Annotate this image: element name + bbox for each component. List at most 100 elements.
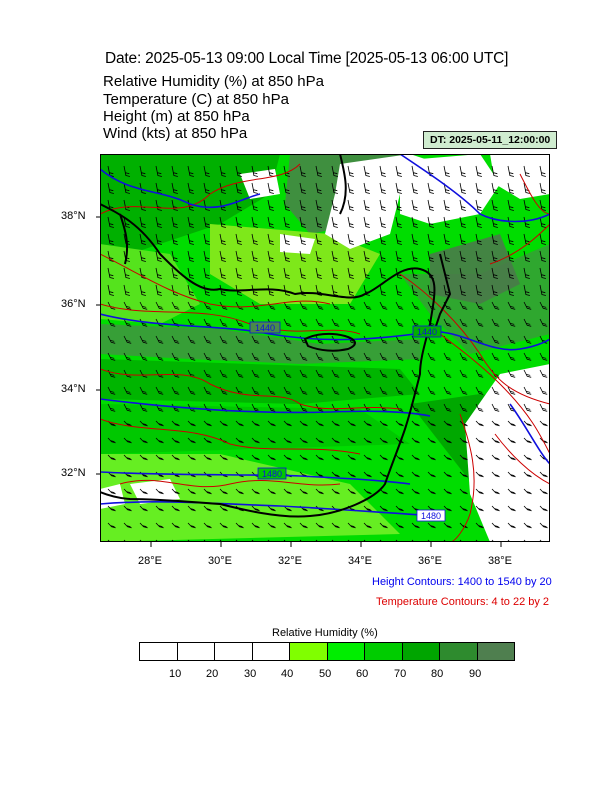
wind-barb — [283, 488, 292, 495]
wind-barb — [267, 488, 276, 495]
wind-barb — [475, 386, 484, 395]
wind-barb — [299, 386, 308, 395]
wind-barb — [507, 352, 516, 361]
wind-barb — [459, 403, 468, 412]
wind-barb — [427, 199, 434, 211]
wind-barb — [251, 488, 260, 495]
wind-barb — [507, 250, 514, 262]
wind-barb — [331, 165, 338, 177]
wind-barb — [331, 420, 340, 427]
temperature-contours — [100, 163, 550, 542]
wind-barb — [491, 267, 498, 279]
wind-barb — [379, 199, 386, 211]
wind-barb — [331, 352, 340, 361]
wind-barb — [427, 369, 436, 378]
wind-barb — [251, 335, 260, 344]
wind-barb — [491, 403, 500, 412]
wind-barb — [283, 386, 292, 395]
rh-area — [430, 234, 520, 304]
wind-barb — [331, 301, 340, 310]
wind-barb — [395, 182, 402, 194]
colorbar-title: Relative Humidity (%) — [272, 627, 378, 639]
wind-barb — [299, 369, 308, 378]
wind-barb — [283, 267, 290, 279]
wind-barb — [299, 267, 306, 279]
wind-barb — [203, 505, 212, 512]
wind-barb — [411, 335, 420, 344]
wind-barb — [507, 386, 516, 395]
wind-barb — [251, 437, 260, 444]
wind-barb — [427, 403, 436, 412]
wind-barb — [155, 233, 162, 245]
wind-barb — [171, 216, 178, 228]
wind-barb — [219, 301, 228, 310]
wind-barb — [459, 233, 466, 245]
wind-barb — [347, 318, 356, 327]
wind-barb — [171, 420, 180, 427]
wind-barb — [347, 488, 356, 495]
wind-barb — [251, 233, 258, 245]
wind-barb — [443, 182, 450, 194]
wind-barb — [363, 233, 370, 245]
wind-barb — [155, 386, 164, 395]
wind-barb — [411, 352, 420, 361]
wind-barb — [507, 522, 516, 529]
wind-barb — [475, 301, 484, 310]
wind-barb — [235, 250, 242, 262]
wind-barb — [187, 522, 196, 529]
wind-barb — [155, 437, 164, 444]
wind-barb — [315, 386, 324, 395]
wind-barb — [235, 267, 242, 279]
wind-barb — [299, 250, 306, 262]
colorbar-label-80: 80 — [431, 668, 444, 680]
wind-barb — [123, 488, 132, 495]
wind-barb — [363, 522, 372, 529]
wind-barb — [123, 352, 132, 361]
wind-barb — [171, 386, 180, 395]
wind-barb — [203, 165, 210, 177]
variable-line-height: Height (m) at 850 hPa — [103, 108, 250, 125]
wind-barb — [235, 454, 244, 461]
wind-barb — [251, 199, 258, 211]
wind-barb — [331, 267, 338, 279]
wind-barb — [491, 352, 500, 361]
wind-barb — [203, 216, 210, 228]
wind-barb — [123, 437, 132, 444]
wind-barb — [139, 267, 146, 279]
wind-barb — [283, 420, 292, 427]
wind-barb — [219, 182, 226, 194]
variable-line-rh: Relative Humidity (%) at 850 hPa — [103, 73, 324, 90]
wind-barb — [203, 250, 210, 262]
wind-barb — [363, 454, 372, 461]
colorbar-segment — [440, 643, 478, 660]
wind-barb — [539, 233, 546, 245]
colorbar-segment — [177, 643, 215, 660]
wind-barb — [379, 488, 388, 495]
wind-barb — [395, 386, 404, 395]
wind-barb — [523, 250, 530, 262]
wind-barb — [267, 352, 276, 361]
wind-barb — [107, 437, 116, 444]
wind-barb — [187, 301, 196, 310]
wind-barb — [203, 233, 210, 245]
wind-barb — [363, 199, 370, 211]
wind-barb — [219, 505, 228, 512]
lon-label-32: 32°E — [278, 555, 302, 567]
wind-barb — [187, 165, 194, 177]
wind-barb — [411, 267, 418, 279]
wind-barb — [347, 522, 356, 529]
wind-barb — [139, 301, 148, 310]
wind-barb — [251, 250, 258, 262]
coastlines — [100, 154, 452, 518]
wind-barb — [363, 182, 370, 194]
wind-barb — [171, 301, 180, 310]
wind-barb — [139, 335, 148, 344]
wind-barb — [475, 199, 482, 211]
wind-barb — [187, 437, 196, 444]
wind-barb — [299, 199, 306, 211]
wind-barb — [523, 284, 530, 296]
wind-barb — [523, 454, 532, 461]
wind-barb — [203, 454, 212, 461]
wind-barb — [427, 250, 434, 262]
wind-barb — [203, 437, 212, 444]
